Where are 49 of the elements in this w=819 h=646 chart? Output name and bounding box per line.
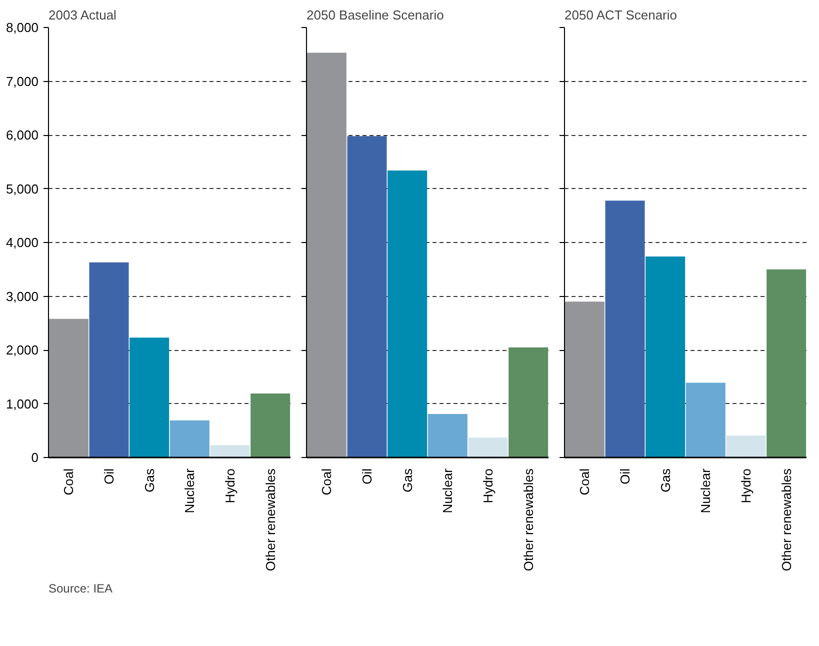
- x-tick-label: Gas: [658, 468, 673, 492]
- bar: [766, 269, 806, 458]
- bar: [468, 438, 508, 458]
- source-note: Source: IEA: [48, 582, 113, 596]
- y-tick-label: 7,000: [6, 74, 39, 89]
- x-tick-label: Gas: [400, 468, 415, 492]
- bar: [388, 170, 428, 458]
- bar: [726, 435, 766, 458]
- y-tick-label: 1,000: [6, 396, 39, 412]
- x-tick-label: Coal: [61, 468, 76, 496]
- bar: [170, 420, 210, 458]
- x-tick-label: Hydro: [738, 468, 754, 504]
- x-tick-label: Other renewables: [520, 468, 536, 572]
- bar: [250, 394, 290, 458]
- bar: [89, 262, 129, 458]
- y-tick-label: 8,000: [6, 20, 39, 35]
- x-tick-label: Hydro: [480, 468, 496, 504]
- x-tick-label: Hydro: [222, 468, 238, 504]
- bar: [210, 445, 250, 458]
- y-tick-label: 2,000: [6, 342, 39, 358]
- x-tick-label: Gas: [142, 468, 157, 492]
- bar: [347, 136, 387, 458]
- bar: [48, 318, 88, 458]
- x-tick-label: Oil: [618, 468, 632, 484]
- x-tick-label: Coal: [577, 468, 592, 496]
- x-tick-label: Oil: [102, 468, 116, 484]
- x-tick-label: Other renewables: [262, 468, 278, 572]
- bar: [646, 256, 686, 458]
- x-tick-label: Nuclear: [182, 468, 198, 514]
- y-tick-label: 0: [31, 450, 39, 465]
- bar: [130, 338, 170, 458]
- y-tick-label: 4,000: [6, 235, 39, 250]
- x-tick-label: Other renewables: [778, 468, 794, 572]
- y-tick-label: 6,000: [6, 128, 39, 142]
- y-tick-label: 5,000: [6, 181, 39, 196]
- bar: [306, 52, 346, 458]
- y-tick-label: 3,000: [6, 288, 39, 304]
- chart-title: 2050 ACT Scenario: [564, 8, 677, 22]
- chart-title: 2003 Actual: [48, 8, 117, 22]
- x-tick-label: Coal: [319, 468, 334, 496]
- bar: [508, 347, 548, 458]
- bar: [564, 302, 604, 458]
- bar: [686, 382, 726, 458]
- chart-title: 2050 Baseline Scenario: [306, 8, 444, 22]
- x-tick-label: Nuclear: [698, 468, 714, 514]
- x-tick-label: Oil: [360, 468, 374, 484]
- x-tick-label: Nuclear: [440, 468, 456, 514]
- bar: [605, 200, 645, 458]
- bar: [428, 414, 468, 458]
